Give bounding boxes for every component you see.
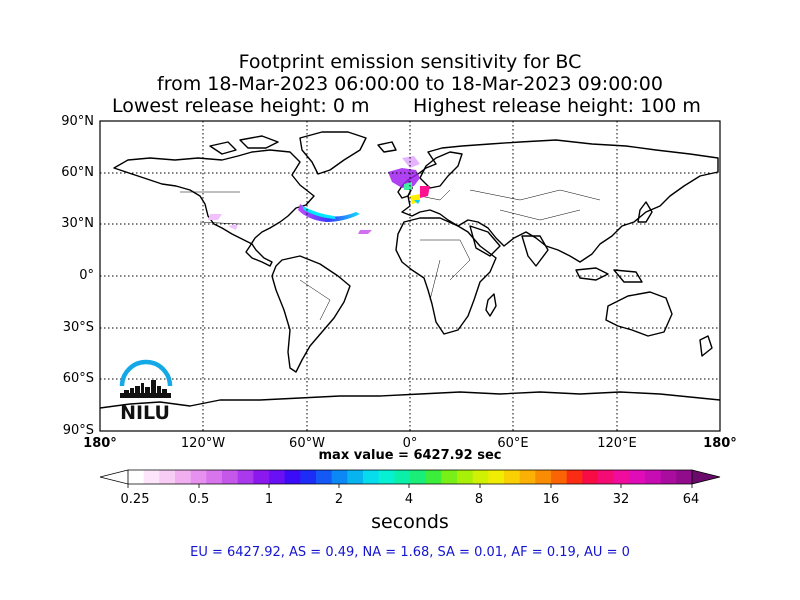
- colorbar-segment: [237, 470, 254, 484]
- greenland-coast: [299, 131, 367, 175]
- colorbar-segment: [441, 470, 458, 484]
- lon-label-60e: 60°E: [497, 436, 529, 451]
- colorbar-segment: [253, 470, 270, 484]
- colorbar-segment: [190, 470, 207, 484]
- colorbar-segment: [300, 470, 317, 484]
- map-frame: [99, 120, 721, 432]
- colorbar-segment: [128, 470, 145, 484]
- colorbar-segment: [394, 470, 411, 484]
- south-america-coast: [271, 255, 351, 373]
- colorbar-segment: [222, 470, 239, 484]
- max-value-label: max value = 6427.92 sec: [318, 448, 502, 463]
- scandinavia-coast: [419, 151, 463, 189]
- svg-text:NILU: NILU: [120, 402, 170, 424]
- lat-label-30n: 30°N: [61, 216, 94, 231]
- lat-label-90s: 90°S: [62, 423, 94, 438]
- title-release-low: Lowest release height: 0 m: [112, 95, 370, 117]
- colorbar-tick: 16: [542, 492, 560, 507]
- colorbar-segment: [676, 470, 693, 484]
- lat-label-90n: 90°N: [61, 114, 94, 129]
- colorbar-segment: [504, 470, 521, 484]
- antarctica-coast: [100, 391, 720, 409]
- colorbar-segment: [582, 470, 599, 484]
- colorbar-extend-low: [99, 469, 129, 485]
- colorbar-segment: [535, 470, 552, 484]
- colorbar-segment: [598, 470, 615, 484]
- colorbar-segment: [331, 470, 348, 484]
- colorbar-tick: 2: [334, 492, 344, 507]
- colorbar-segment: [316, 470, 333, 484]
- colorbar-segment: [284, 470, 301, 484]
- colorbar-segment: [660, 470, 677, 484]
- lon-label-120e: 120°E: [597, 436, 637, 451]
- africa-coast: [395, 217, 497, 335]
- regional-summary: EU = 6427.92, AS = 0.49, NA = 1.68, SA =…: [190, 545, 630, 560]
- colorbar-extend-high: [691, 469, 721, 485]
- colorbar-tick: 8: [474, 492, 484, 507]
- colorbar-label: seconds: [371, 511, 449, 533]
- colorbar: [99, 469, 721, 488]
- north-america-coast: [113, 149, 315, 267]
- colorbar-tick: 0.5: [188, 492, 210, 507]
- colorbar-segment: [457, 470, 474, 484]
- colorbar-tick: 4: [404, 492, 414, 507]
- colorbar-segment: [472, 470, 489, 484]
- colorbar-segment: [629, 470, 646, 484]
- map-area: NILU: [100, 121, 720, 431]
- colorbar-segment: [613, 470, 630, 484]
- eurasia-coast: [401, 139, 719, 263]
- title-release-high: Highest release height: 100 m: [413, 95, 701, 117]
- colorbar-tick: 0.25: [120, 492, 150, 507]
- lon-label-180e: 180°: [703, 436, 737, 451]
- lon-label-120w: 120°W: [180, 436, 226, 451]
- lat-label-30s: 30°S: [62, 320, 94, 335]
- lat-label-60n: 60°N: [61, 165, 94, 180]
- colorbar-segment: [378, 470, 395, 484]
- colorbar-segment: [206, 470, 223, 484]
- title-line-1: Footprint emission sensitivity for BC: [238, 51, 582, 73]
- colorbar-segment: [347, 470, 364, 484]
- title-line-2: from 18-Mar-2023 06:00:00 to 18-Mar-2023…: [157, 73, 663, 95]
- colorbar-segment: [551, 470, 568, 484]
- colorbar-segment: [425, 470, 442, 484]
- colorbar-segment: [159, 470, 176, 484]
- colorbar-tick: 1: [264, 492, 274, 507]
- colorbar-segment: [410, 470, 427, 484]
- lon-label-180w: 180°: [83, 436, 117, 451]
- colorbar-segment: [519, 470, 536, 484]
- colorbar-segment: [269, 470, 286, 484]
- lon-label-0: 0°: [402, 436, 418, 451]
- colorbar-segment: [645, 470, 662, 484]
- colorbar-tick: 32: [612, 492, 630, 507]
- nilu-logo: NILU: [119, 359, 173, 424]
- colorbar-segment: [175, 470, 192, 484]
- lat-label-0: 0°: [79, 268, 94, 283]
- colorbar-segment: [363, 470, 380, 484]
- lon-label-60w: 60°W: [289, 436, 325, 451]
- colorbar-segment: [488, 470, 505, 484]
- australia-coast: [605, 291, 673, 337]
- colorbar-segment: [143, 470, 160, 484]
- colorbar-segment: [566, 470, 583, 484]
- lat-label-60s: 60°S: [62, 371, 94, 386]
- graticule: [100, 121, 720, 431]
- colorbar-tick: 64: [682, 492, 700, 507]
